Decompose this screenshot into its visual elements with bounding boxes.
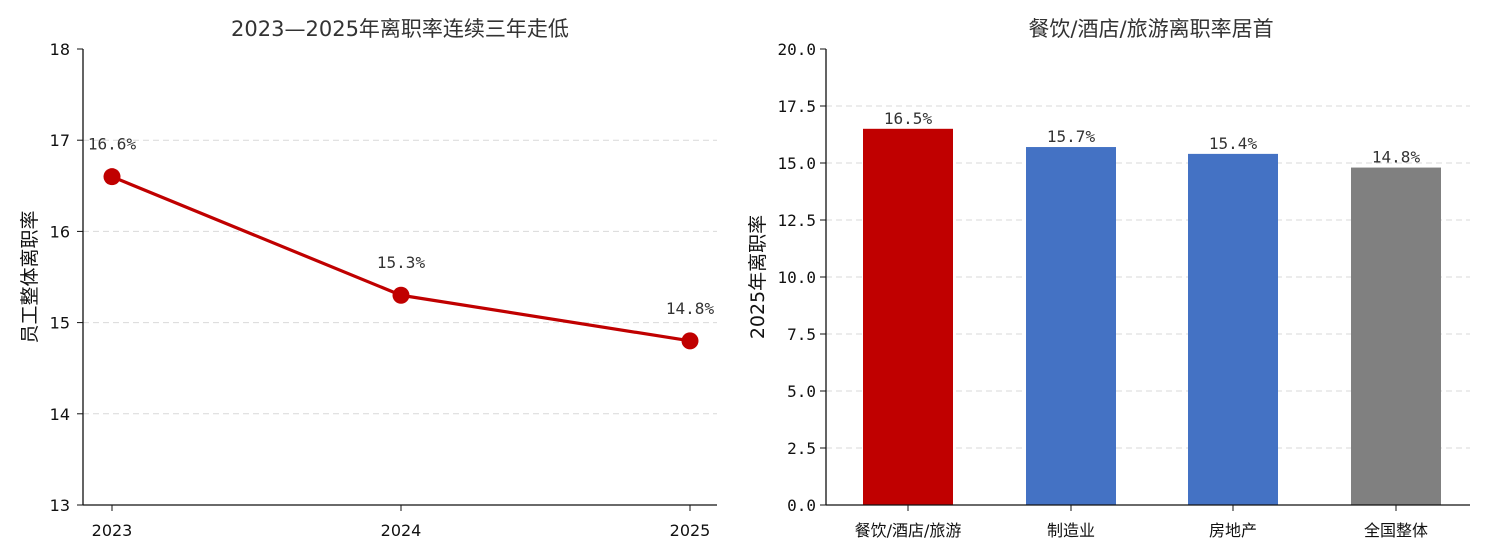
bar-y-tick-label: 10.0 [777,268,816,287]
bar-y-tick-label: 17.5 [777,97,816,116]
line-data-label: 14.8% [666,299,715,318]
bar-y-tick-label: 15.0 [777,154,816,173]
bar [1188,153,1278,505]
line-y-tick-label: 13 [50,496,70,515]
bar-chart-title: 餐饮/酒店/旅游离职率居首 [1028,17,1273,41]
bar-x-tick-label: 房地产 [1209,521,1257,540]
bar-y-tick-label: 0.0 [787,496,816,515]
bar-y-tick-label: 20.0 [777,40,816,59]
bar-chart-x-ticks: 餐饮/酒店/旅游 制造业 房地产 全国整体 [855,505,1428,540]
bar-data-label: 14.8% [1372,148,1421,167]
bar [1351,167,1441,505]
bar-y-tick-label: 12.5 [777,211,816,230]
line-chart-x-ticks: 2023 2024 2025 [92,505,711,540]
bar-y-tick-label: 5.0 [787,382,816,401]
bar-chart-y-label: 2025年离职率 [747,215,769,339]
bar-data-label: 15.7% [1047,127,1096,146]
bar-chart: 餐饮/酒店/旅游离职率居首 16.5% 15.7% 15.4% 14.8% 0.0 2.… [747,17,1470,540]
bar [1026,147,1116,506]
line-chart-title: 2023—2025年离职率连续三年走低 [231,17,569,41]
line-data-point [103,168,121,186]
line-chart-series: 16.6% 15.3% 14.8% [88,135,715,350]
bar-data-label: 15.4% [1209,134,1258,153]
line-data-point [392,286,410,304]
line-chart-y-ticks: 13 14 15 16 17 18 [50,40,83,515]
line-x-tick-label: 2024 [381,521,422,540]
bar-x-tick-label: 全国整体 [1364,521,1428,540]
bar-y-tick-label: 7.5 [787,325,816,344]
line-y-tick-label: 16 [50,222,70,241]
line-data-point [681,332,699,350]
bar-x-tick-label: 制造业 [1047,521,1095,540]
line-data-label: 15.3% [377,253,426,272]
line-chart-y-label: 员工整体离职率 [19,210,41,343]
line-chart-grid [83,139,717,415]
bar [863,128,953,506]
line-y-tick-label: 17 [50,131,70,150]
line-y-tick-label: 15 [50,314,70,333]
line-x-tick-label: 2023 [92,521,133,540]
bar-x-tick-label: 餐饮/酒店/旅游 [855,521,962,540]
bar-chart-y-ticks: 0.0 2.5 5.0 7.5 10.0 12.5 15.0 17.5 20.0 [777,40,826,515]
line-chart-axes [82,49,717,506]
line-y-tick-label: 14 [50,405,70,424]
bar-y-tick-label: 2.5 [787,439,816,458]
line-x-tick-label: 2025 [670,521,711,540]
line-y-tick-label: 18 [50,40,70,59]
bar-data-label: 16.5% [884,109,933,128]
line-data-label: 16.6% [88,135,137,154]
bar-chart-grid [826,105,1470,449]
bar-chart-bars: 16.5% 15.7% 15.4% 14.8% [863,109,1441,506]
